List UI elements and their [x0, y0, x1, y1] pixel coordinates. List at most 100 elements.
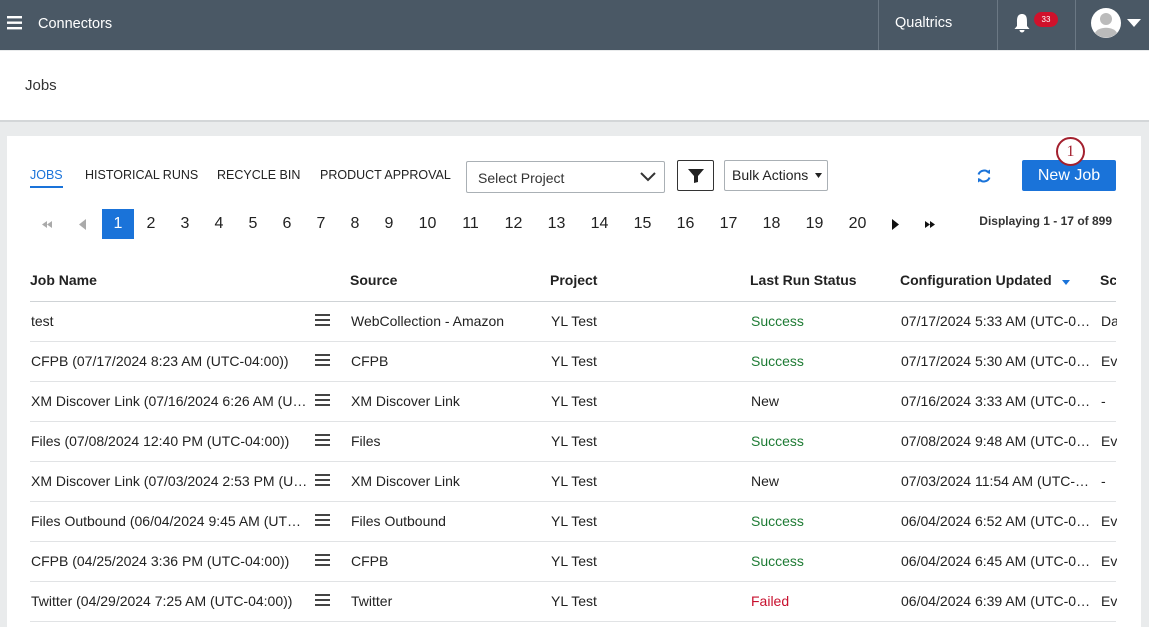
- page-link[interactable]: 15: [633, 215, 652, 232]
- row-menu[interactable]: [315, 434, 330, 447]
- page-link[interactable]: 1: [102, 209, 134, 239]
- cell-project: YL Test: [551, 473, 597, 489]
- cell-status: New: [751, 473, 780, 489]
- cell-name[interactable]: CFPB (04/25/2024 3:36 PM (UTC-04:00)): [31, 553, 290, 569]
- column-header: Last Run Status: [750, 272, 857, 288]
- row-line: [30, 461, 1116, 462]
- page-link[interactable]: 5: [248, 215, 258, 232]
- page-link[interactable]: 3: [180, 215, 190, 232]
- cell-updated: 07/17/2024 5:30 AM (UTC-0…: [901, 353, 1091, 369]
- page-link[interactable]: 9: [384, 215, 394, 232]
- tab[interactable]: HISTORICAL RUNS: [85, 168, 199, 182]
- cell-updated: 07/08/2024 9:48 AM (UTC-0…: [901, 433, 1091, 449]
- page-link[interactable]: 20: [848, 215, 867, 232]
- cell-source: WebCollection - Amazon: [351, 313, 505, 329]
- page-link[interactable]: 13: [547, 215, 566, 232]
- cell-source: Files Outbound: [351, 513, 446, 529]
- filter-button[interactable]: [677, 160, 714, 191]
- app-name[interactable]: Connectors: [38, 16, 113, 32]
- top-bar: Connectors Qualtrics 33: [0, 0, 1149, 50]
- row-menu[interactable]: [315, 314, 330, 327]
- cell-updated: 06/04/2024 6:39 AM (UTC-0…: [901, 593, 1091, 609]
- cell-name[interactable]: Twitter (04/29/2024 7:25 AM (UTC-04:00)): [31, 593, 293, 609]
- row-menu[interactable]: [315, 474, 330, 487]
- row-line: [30, 341, 1116, 342]
- menu-icon[interactable]: [7, 16, 22, 30]
- bulk-actions[interactable]: Bulk Actions: [724, 160, 828, 191]
- step-callout: 1: [1056, 137, 1085, 166]
- cell-updated: 07/03/2024 11:54 AM (UTC-…: [901, 473, 1090, 489]
- cell-name[interactable]: CFPB (07/17/2024 8:23 AM (UTC-04:00)): [31, 353, 289, 369]
- page-link[interactable]: 2: [146, 215, 156, 232]
- caret: [815, 173, 822, 178]
- column-header[interactable]: Configuration Updated: [900, 272, 1052, 288]
- cell-project: YL Test: [551, 393, 597, 409]
- refresh-icon[interactable]: [976, 168, 992, 184]
- pager-forward[interactable]: [890, 217, 940, 232]
- column-header: Project: [550, 272, 598, 288]
- cell-schedule: -: [1101, 393, 1106, 409]
- cell-name[interactable]: XM Discover Link (07/03/2024 2:53 PM (U…: [31, 473, 308, 489]
- project-select[interactable]: Select Project: [466, 161, 665, 193]
- page-link[interactable]: 14: [590, 215, 609, 232]
- row-line: [30, 421, 1116, 422]
- cell-schedule: Ev: [1101, 433, 1117, 449]
- tab[interactable]: PRODUCT APPROVAL: [320, 168, 451, 182]
- cell-updated: 06/04/2024 6:45 AM (UTC-0…: [901, 553, 1091, 569]
- cell-schedule: Ev: [1101, 513, 1117, 529]
- notification-badge: 33: [1034, 12, 1058, 27]
- filter-icon: [688, 169, 704, 183]
- row-line: [30, 541, 1116, 542]
- cell-source: Twitter: [351, 593, 393, 609]
- page-link[interactable]: 7: [316, 215, 326, 232]
- page-link[interactable]: 10: [418, 215, 437, 232]
- row-menu[interactable]: [315, 594, 330, 607]
- column-header: Job Name: [30, 272, 97, 288]
- page-header: Jobs: [0, 51, 1149, 122]
- cell-project: YL Test: [551, 553, 597, 569]
- page-link[interactable]: 17: [719, 215, 738, 232]
- page-link[interactable]: 12: [504, 215, 523, 232]
- sort-icon[interactable]: [1062, 280, 1071, 286]
- page-link[interactable]: 18: [762, 215, 781, 232]
- row-menu[interactable]: [315, 514, 330, 527]
- row-menu[interactable]: [315, 394, 330, 407]
- cell-schedule: Da: [1101, 313, 1117, 329]
- column-header: Source: [350, 272, 398, 288]
- chevron: [640, 172, 656, 182]
- header-line: [30, 301, 1116, 302]
- page-link[interactable]: 4: [214, 215, 224, 232]
- cell-project: YL Test: [551, 313, 597, 329]
- cell-name[interactable]: XM Discover Link (07/16/2024 6:26 AM (U…: [31, 393, 307, 409]
- page-link[interactable]: 6: [282, 215, 292, 232]
- page-link[interactable]: 8: [350, 215, 360, 232]
- page-link[interactable]: 19: [805, 215, 824, 232]
- cell-source: CFPB: [351, 553, 389, 569]
- cell-project: YL Test: [551, 513, 597, 529]
- row-menu[interactable]: [315, 554, 330, 567]
- brand[interactable]: Qualtrics: [895, 15, 953, 31]
- select-placeholder: Select Project: [478, 170, 565, 186]
- pagination-status: Displaying 1 - 17 of 899: [979, 214, 1112, 228]
- page-link[interactable]: 11: [462, 215, 479, 232]
- divider: [878, 0, 879, 50]
- row-line: [30, 581, 1116, 582]
- cell-name[interactable]: Files Outbound (06/04/2024 9:45 AM (UT…: [31, 513, 302, 529]
- column-header: Sc: [1100, 272, 1116, 288]
- bulk-actions-label: Bulk Actions: [732, 167, 809, 183]
- cell-name[interactable]: test: [31, 313, 54, 329]
- cell-source: XM Discover Link: [351, 473, 460, 489]
- tab[interactable]: JOBS: [30, 168, 63, 188]
- pager-back[interactable]: [40, 217, 100, 232]
- tab[interactable]: RECYCLE BIN: [217, 168, 301, 182]
- cell-source: Files: [351, 433, 381, 449]
- cell-updated: 07/17/2024 5:33 AM (UTC-0…: [901, 313, 1091, 329]
- row-menu[interactable]: [315, 354, 330, 367]
- cell-status: Failed: [751, 593, 790, 609]
- cell-name[interactable]: Files (07/08/2024 12:40 PM (UTC-04:00)): [31, 433, 290, 449]
- avatar-menu[interactable]: [1090, 8, 1144, 40]
- bell-icon[interactable]: [1013, 13, 1031, 33]
- cell-status: Success: [751, 353, 804, 369]
- page-link[interactable]: 16: [676, 215, 695, 232]
